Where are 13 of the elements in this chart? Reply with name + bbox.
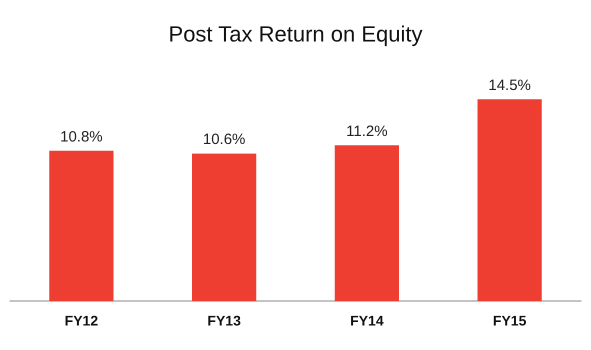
- x-tick-label: FY15: [492, 312, 527, 328]
- x-tick-label: FY12: [64, 312, 98, 328]
- chart-title: Post Tax Return on Equity: [168, 21, 422, 46]
- x-tick-label: FY13: [207, 312, 242, 328]
- bar: [478, 99, 542, 302]
- x-tick-label: FY14: [350, 312, 384, 328]
- bar: [49, 150, 114, 302]
- data-label: 14.5%: [488, 76, 531, 94]
- data-label: 11.2%: [346, 122, 388, 140]
- data-label: 10.6%: [202, 131, 246, 148]
- data-label: 10.8%: [60, 128, 103, 146]
- bar: [334, 145, 399, 302]
- bar: [192, 154, 256, 302]
